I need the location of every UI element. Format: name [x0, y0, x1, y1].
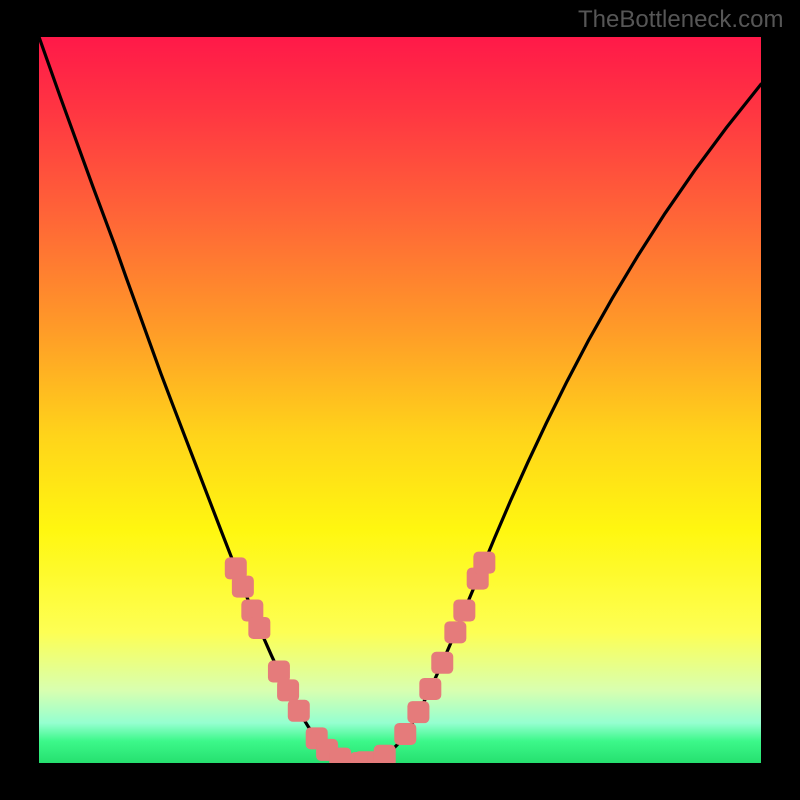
marker-10 [350, 752, 372, 774]
plot-background [39, 37, 761, 763]
chart-svg [0, 0, 800, 800]
chart-canvas: TheBottleneck.com [0, 0, 800, 800]
curve-left-branch [39, 37, 361, 763]
marker-5 [277, 679, 299, 701]
marker-20 [467, 568, 489, 590]
marker-16 [419, 678, 441, 700]
marker-17 [431, 652, 453, 674]
marker-11 [354, 751, 376, 773]
marker-18 [444, 621, 466, 643]
marker-8 [316, 739, 338, 761]
marker-12 [367, 751, 389, 773]
marker-19 [453, 600, 475, 622]
marker-2 [241, 600, 263, 622]
curve-right-branch [361, 84, 761, 763]
marker-3 [248, 617, 270, 639]
marker-15 [407, 701, 429, 723]
watermark-label: TheBottleneck.com [578, 6, 783, 34]
marker-13 [374, 745, 396, 767]
marker-1 [232, 576, 254, 598]
marker-9 [329, 748, 351, 770]
marker-21 [473, 552, 495, 574]
marker-4 [268, 661, 290, 683]
curves [39, 37, 761, 763]
markers [225, 552, 496, 774]
marker-7 [306, 727, 328, 749]
marker-14 [394, 723, 416, 745]
marker-6 [288, 700, 310, 722]
marker-0 [225, 557, 247, 579]
